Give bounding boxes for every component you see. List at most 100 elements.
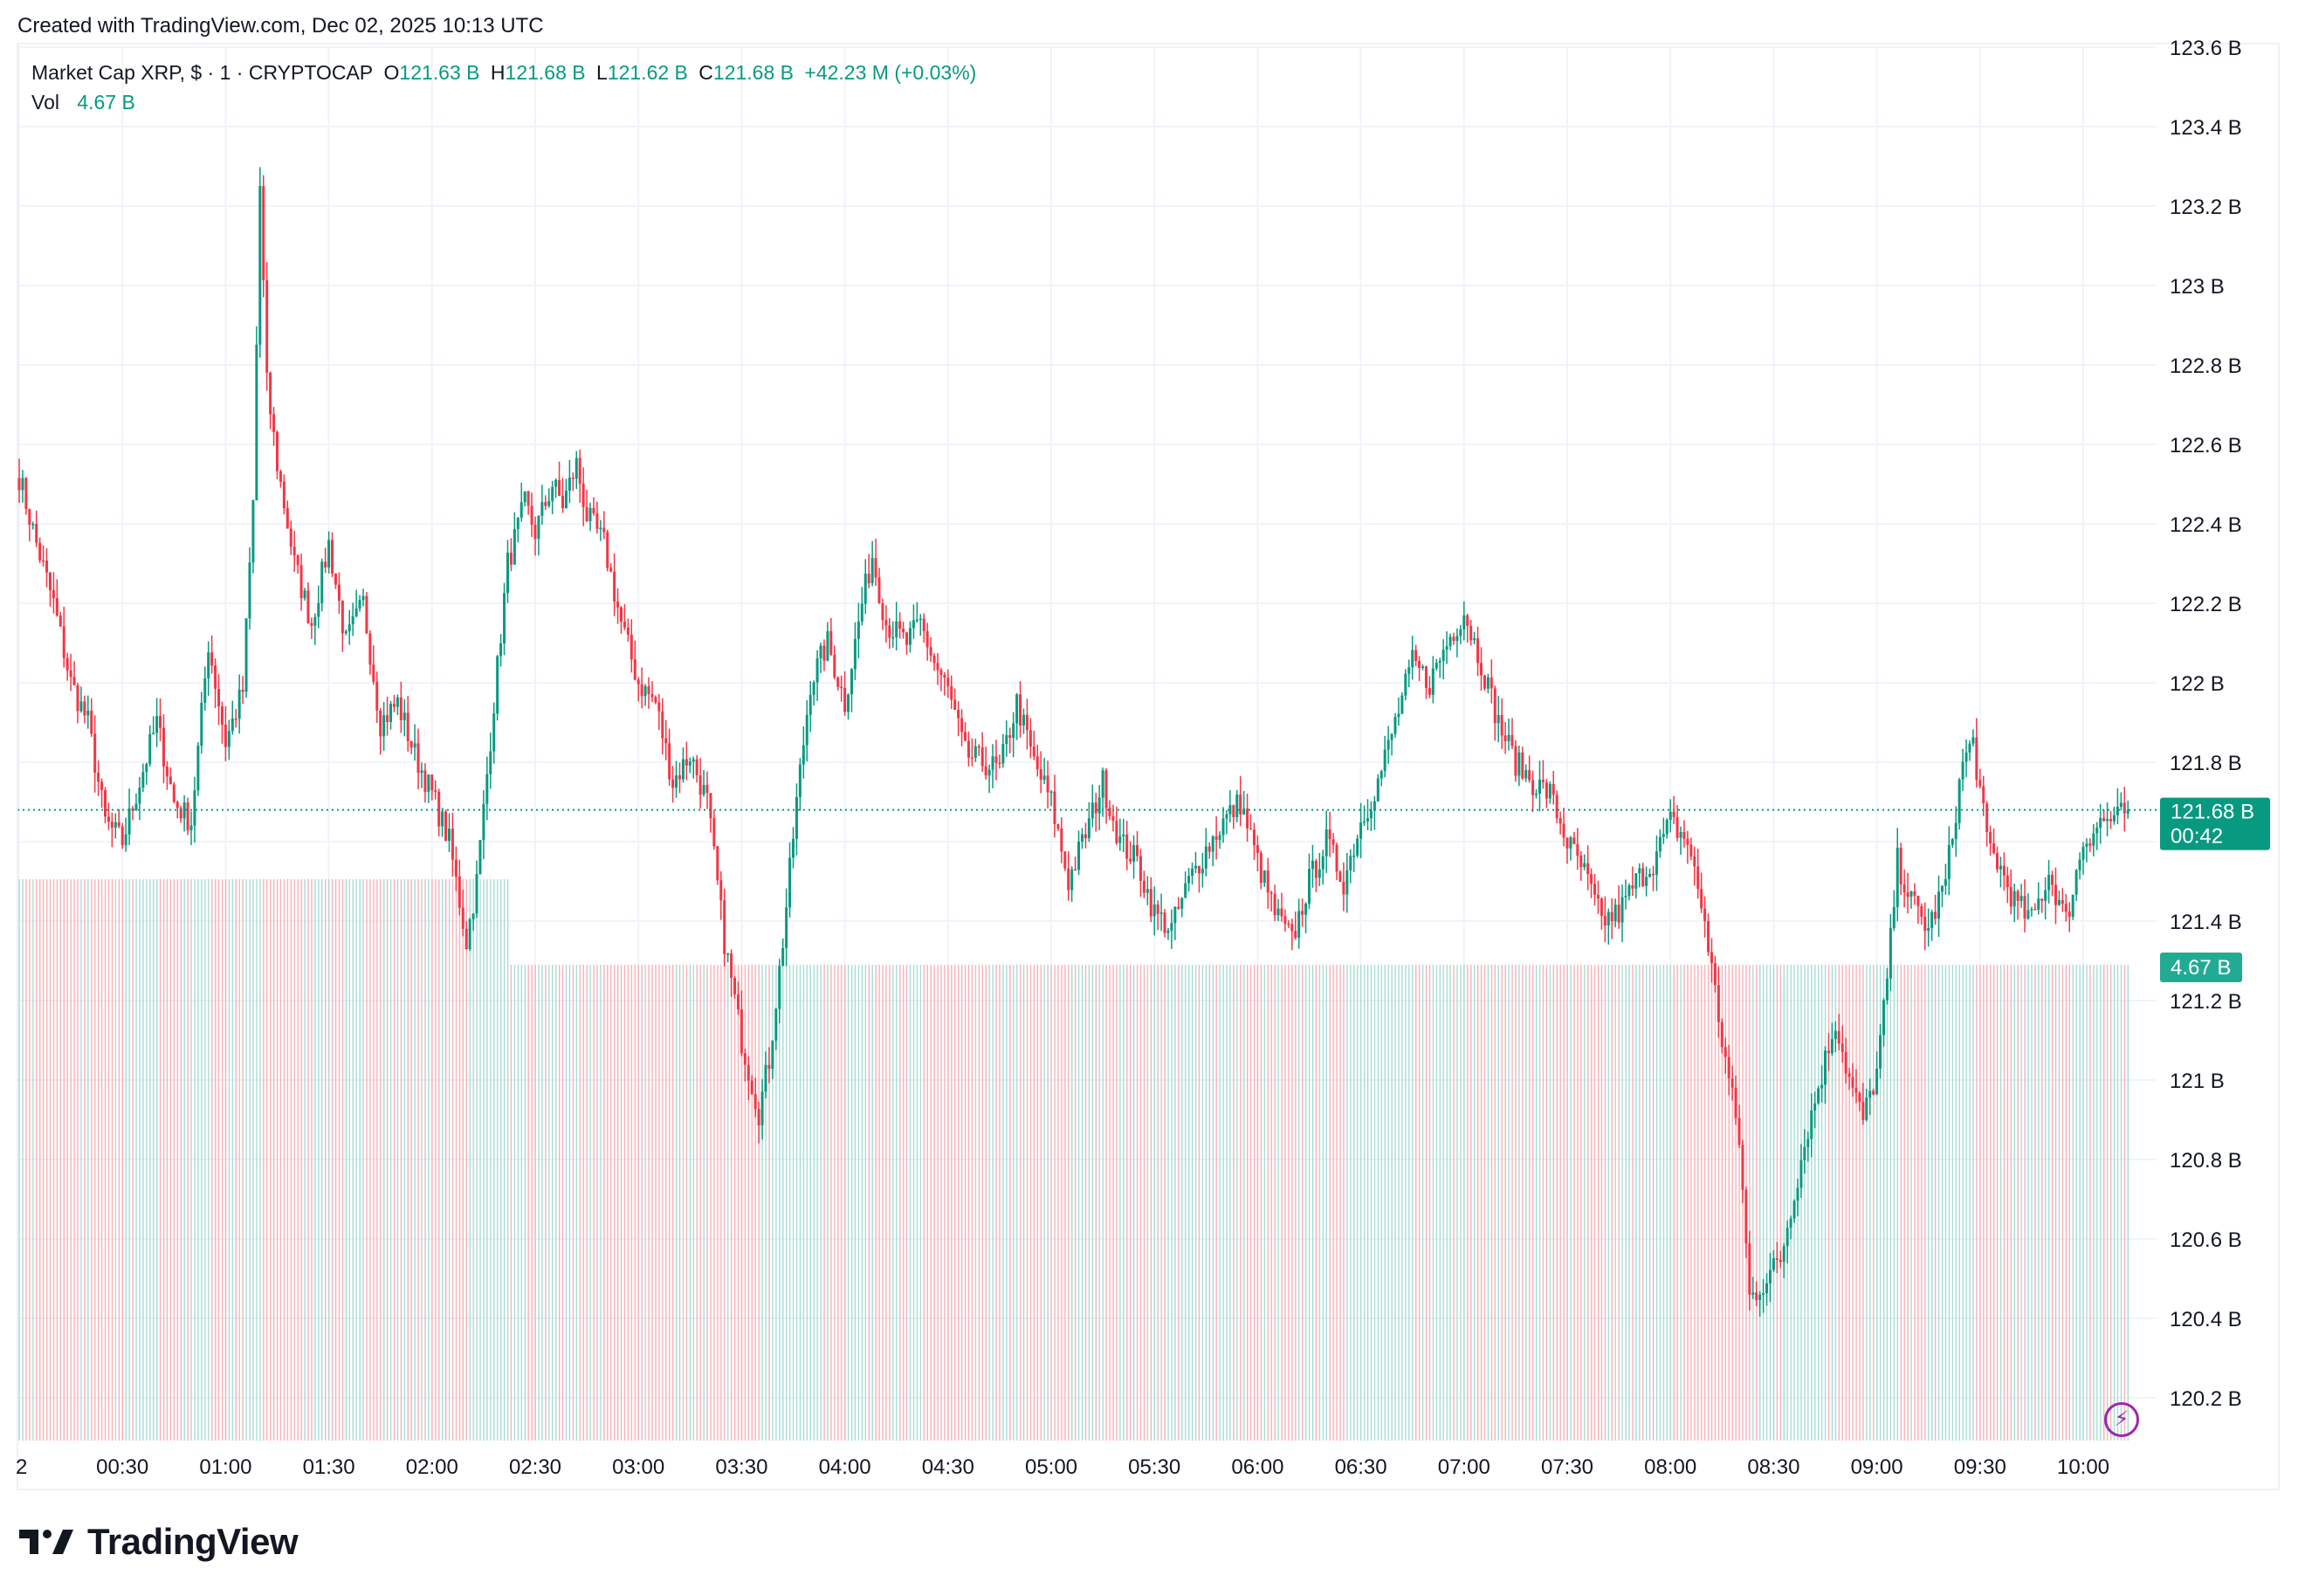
volume-bar bbox=[1246, 965, 1249, 1441]
volume-bar bbox=[1749, 965, 1751, 1441]
candle bbox=[1875, 1051, 1879, 1095]
candle-body bbox=[730, 953, 733, 979]
candle-body bbox=[148, 733, 152, 764]
candle bbox=[386, 696, 389, 736]
x-tick-label: 09:30 bbox=[1954, 1455, 2006, 1479]
candle bbox=[289, 520, 292, 555]
candle bbox=[434, 780, 437, 800]
candle-body bbox=[1648, 873, 1652, 877]
candle-body bbox=[657, 702, 661, 712]
candle bbox=[210, 635, 214, 674]
candle bbox=[716, 845, 719, 885]
volume-bar bbox=[1759, 965, 1761, 1441]
candle bbox=[1572, 831, 1576, 845]
candle-body bbox=[471, 913, 475, 919]
candle bbox=[448, 813, 451, 852]
candle-body bbox=[334, 573, 337, 585]
volume-bar bbox=[472, 878, 474, 1441]
candle bbox=[1301, 898, 1304, 927]
volume-bar bbox=[1490, 965, 1493, 1441]
candle bbox=[1373, 795, 1376, 830]
last-price-label-bg bbox=[2160, 797, 2270, 850]
candle-body bbox=[1548, 784, 1551, 799]
candle bbox=[1668, 799, 1672, 833]
volume-bar bbox=[1545, 965, 1548, 1441]
candle bbox=[2116, 788, 2119, 825]
candle-body bbox=[1730, 1078, 1734, 1088]
candle bbox=[464, 921, 468, 950]
candle-body bbox=[767, 1064, 771, 1070]
candle bbox=[1314, 858, 1318, 892]
candle bbox=[55, 579, 58, 617]
candle-body bbox=[1875, 1068, 1879, 1095]
volume-bar bbox=[1762, 965, 1765, 1441]
candle-body bbox=[1438, 660, 1441, 664]
candle bbox=[62, 606, 65, 668]
candle bbox=[1201, 852, 1204, 888]
candle bbox=[159, 698, 162, 741]
candle-body bbox=[1211, 836, 1214, 852]
candle-body bbox=[898, 621, 902, 629]
lightning-icon[interactable]: ⚡ bbox=[2104, 1402, 2139, 1437]
candle bbox=[1892, 890, 1896, 932]
candle bbox=[836, 676, 840, 691]
candle bbox=[1290, 918, 1294, 951]
x-tick-label: 09:00 bbox=[1851, 1455, 1903, 1479]
candle bbox=[1283, 909, 1287, 932]
candle-body bbox=[1514, 746, 1517, 776]
volume-bar bbox=[1552, 965, 1555, 1441]
candle bbox=[778, 959, 781, 1023]
candle-body bbox=[251, 499, 255, 563]
candle bbox=[1084, 822, 1087, 849]
candle bbox=[661, 698, 664, 755]
candle-body bbox=[430, 774, 434, 791]
candle-body bbox=[1218, 835, 1221, 840]
candle-body bbox=[262, 186, 265, 280]
volume-bar bbox=[396, 878, 399, 1441]
time-axis[interactable]: 2 00:30 01:00 01:30 02:00 02:30 03:00 03:30 04:0… bbox=[16, 1455, 2109, 1479]
candle bbox=[874, 538, 877, 587]
volume-bar bbox=[235, 878, 237, 1441]
volume-bar bbox=[1084, 965, 1087, 1441]
volume-bar bbox=[383, 878, 385, 1441]
volume-bar bbox=[1934, 965, 1937, 1441]
volume-bar bbox=[176, 878, 179, 1441]
volume-bar bbox=[256, 878, 258, 1441]
candle bbox=[785, 888, 788, 967]
candle bbox=[255, 326, 258, 501]
candle bbox=[110, 812, 114, 848]
candle bbox=[509, 538, 513, 572]
candle-body bbox=[152, 733, 155, 734]
volume-bar bbox=[1418, 965, 1421, 1441]
volume-bar bbox=[2082, 965, 2084, 1441]
candle bbox=[1813, 1091, 1817, 1129]
volume-bar bbox=[183, 878, 185, 1441]
candle bbox=[2026, 893, 2030, 920]
candle bbox=[795, 783, 798, 856]
volume-bar bbox=[104, 878, 107, 1441]
candle-body bbox=[1118, 836, 1122, 843]
volume-bar bbox=[641, 965, 643, 1441]
candle-body bbox=[1235, 795, 1239, 817]
y-tick-label: 121.2 B bbox=[2170, 990, 2242, 1014]
candle-body bbox=[1125, 834, 1129, 859]
candle-body bbox=[427, 774, 430, 793]
candle bbox=[1968, 740, 1971, 761]
legend-vol-label[interactable]: Vol bbox=[31, 91, 59, 114]
volume-bar bbox=[919, 965, 922, 1441]
volume-bar bbox=[727, 965, 729, 1441]
volume-bar bbox=[1969, 965, 1971, 1441]
tradingview-logo[interactable]: TradingView bbox=[19, 1521, 299, 1563]
candle-body bbox=[1228, 805, 1232, 815]
candle-body bbox=[1239, 795, 1242, 815]
legend-symbol[interactable]: Market Cap XRP, $ · 1 · CRYPTOCAP bbox=[31, 61, 374, 84]
candle-body bbox=[870, 558, 874, 584]
volume-bar bbox=[1384, 965, 1386, 1441]
volume-bar bbox=[1102, 965, 1104, 1441]
candle bbox=[1025, 698, 1029, 750]
volume-bar bbox=[1824, 965, 1827, 1441]
candle bbox=[1996, 846, 1999, 873]
candle-body bbox=[1379, 771, 1383, 779]
